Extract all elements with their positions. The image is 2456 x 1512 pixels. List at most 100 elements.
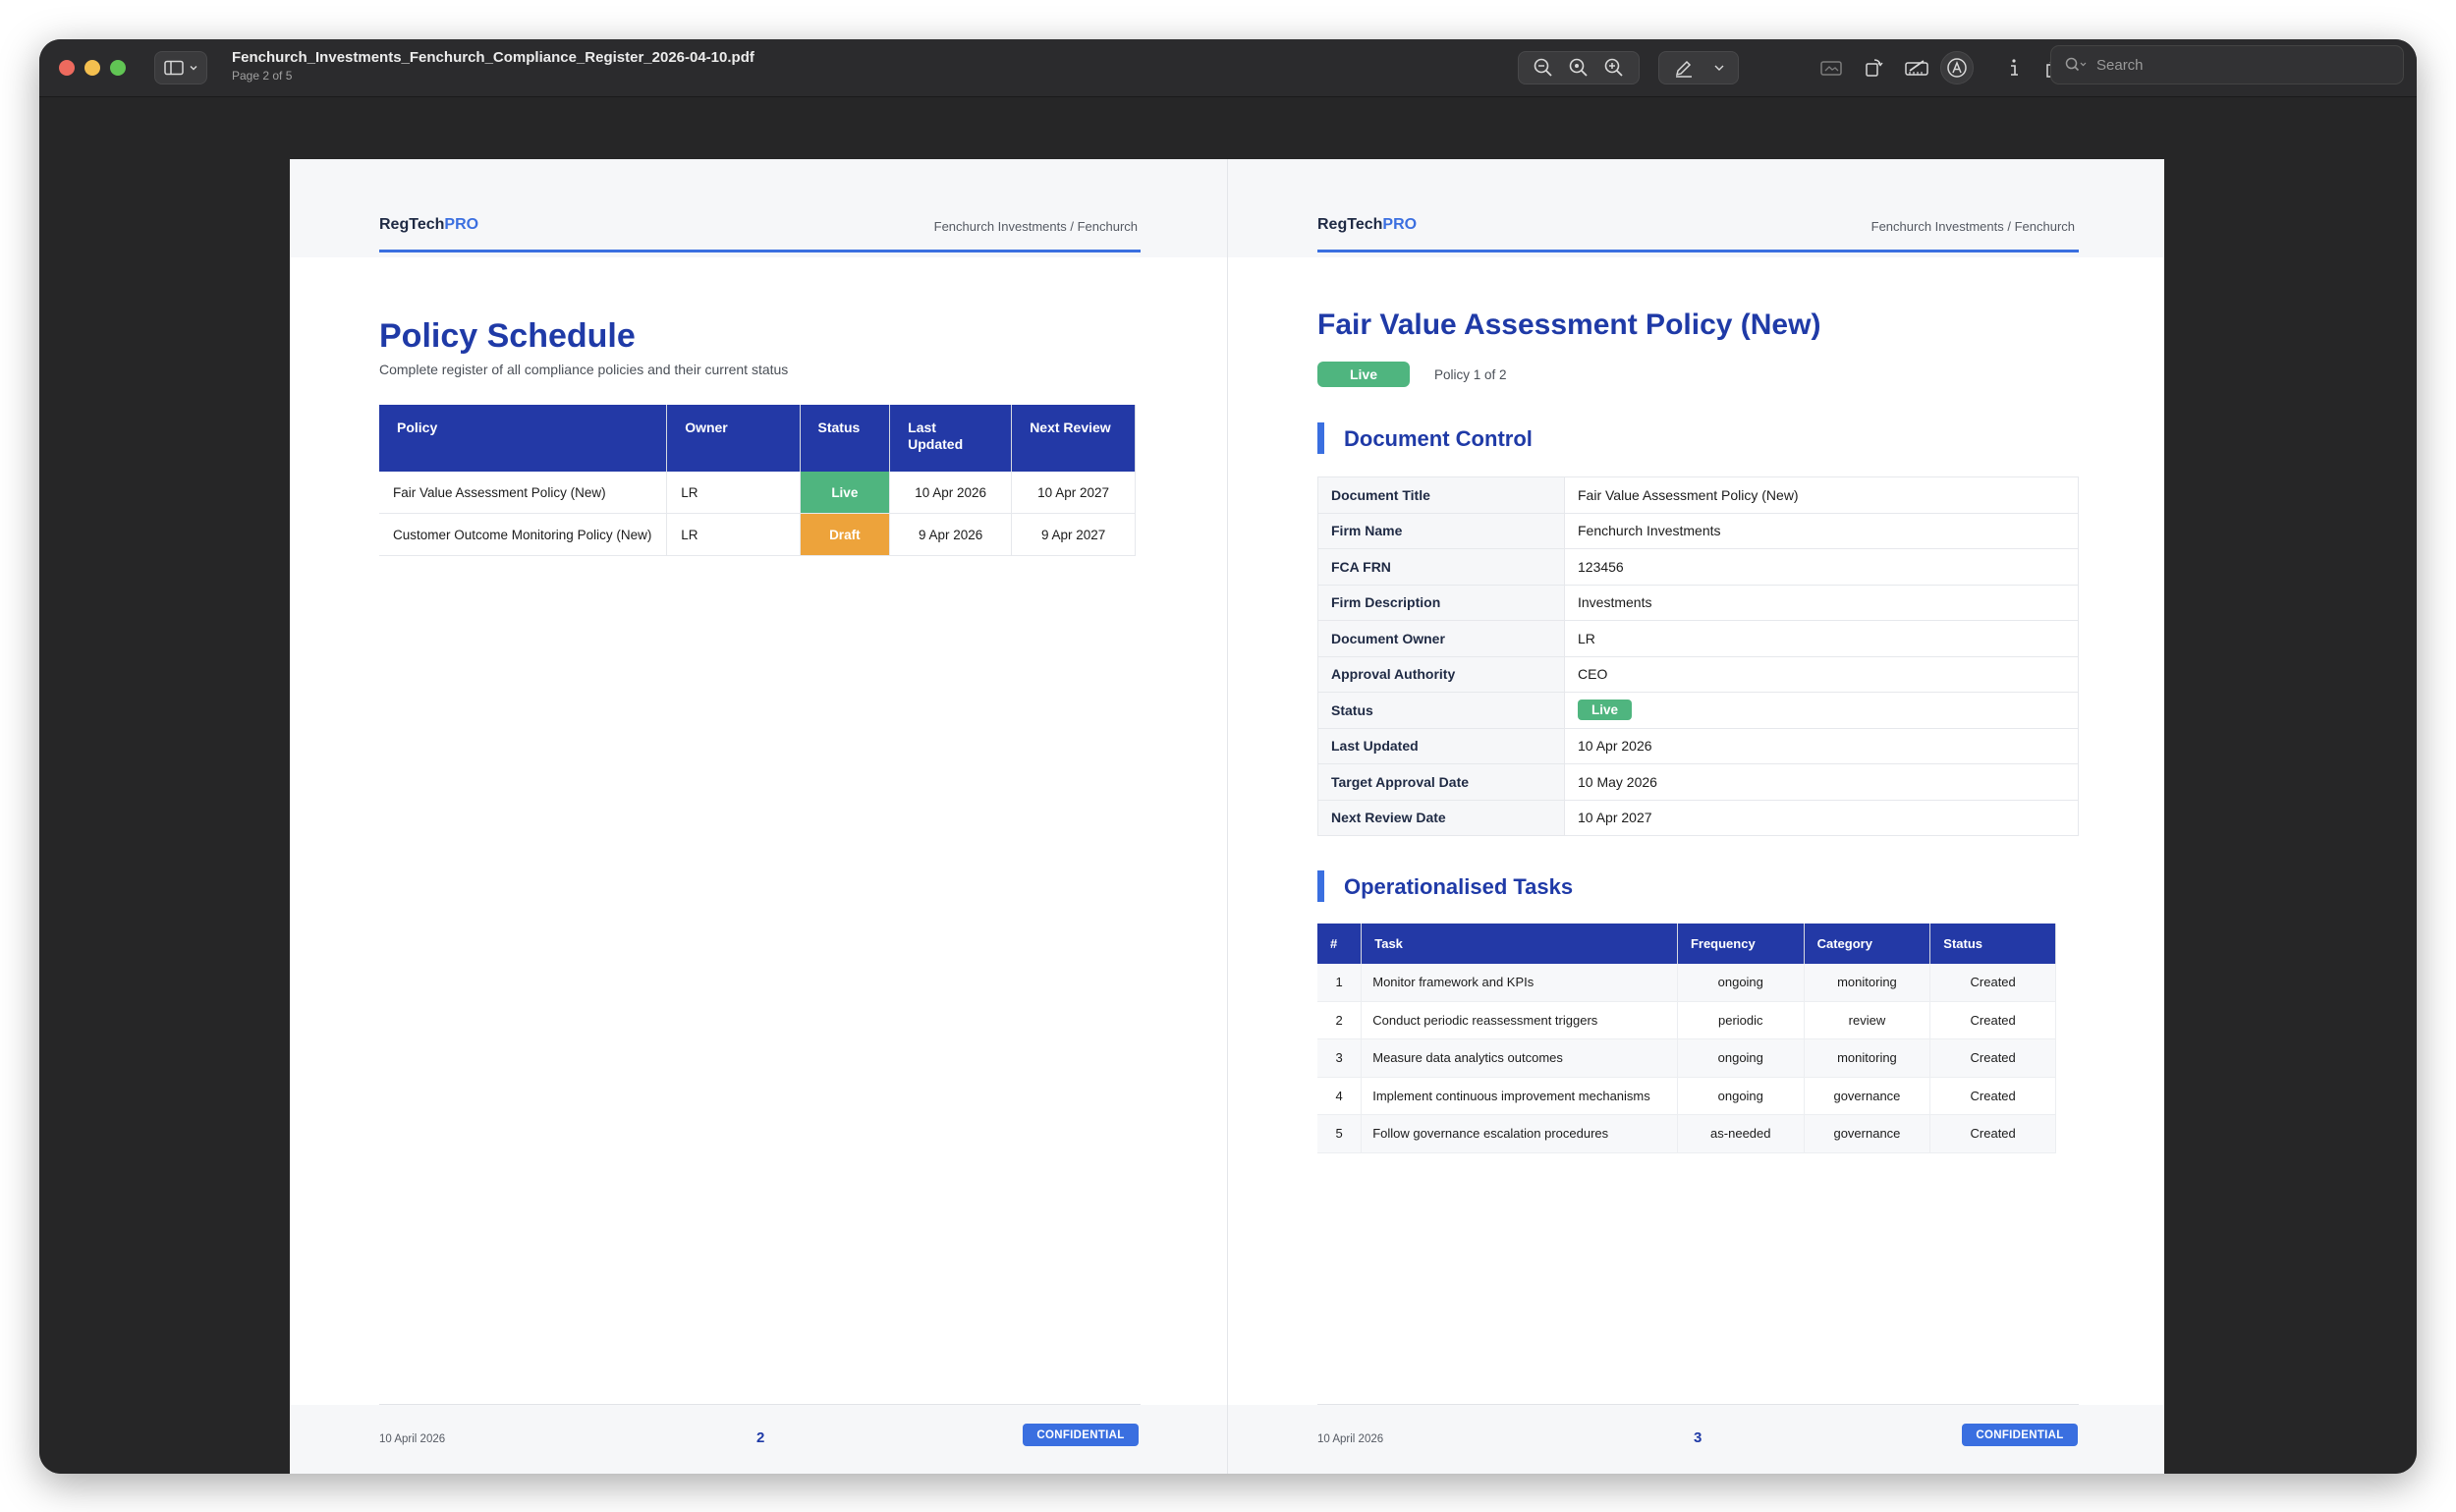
table-row[interactable]: 3 Measure data analytics outcomes ongoin… xyxy=(1317,1038,2056,1078)
column-header-next-review: Next Review xyxy=(1011,405,1136,472)
status-badge: Draft xyxy=(800,513,891,556)
search-field[interactable] xyxy=(2050,45,2404,84)
next-review-cell: 10 Apr 2027 xyxy=(1011,472,1136,514)
header-divider xyxy=(379,250,1141,252)
table-row[interactable]: 1 Monitor framework and KPIs ongoing mon… xyxy=(1317,964,2056,1002)
page-header xyxy=(290,159,1227,257)
crop-icon[interactable] xyxy=(1819,58,1843,78)
table-row[interactable]: Customer Outcome Monitoring Policy (New)… xyxy=(379,513,1136,556)
task-category: review xyxy=(1804,1001,1931,1039)
table-header-row: Policy Owner Status Last Updated Next Re… xyxy=(379,405,1136,472)
footer-date: 10 April 2026 xyxy=(1317,1433,1384,1445)
last-updated-cell: 9 Apr 2026 xyxy=(889,513,1013,556)
page-indicator: Page 2 of 5 xyxy=(232,69,293,83)
sidebar-toggle-button[interactable] xyxy=(154,51,207,84)
field-value: 123456 xyxy=(1564,548,2079,586)
task-name: Conduct periodic reassessment triggers xyxy=(1361,1001,1678,1039)
annotate-icon xyxy=(1947,58,1967,78)
policy-count: Policy 1 of 2 xyxy=(1434,367,1507,382)
zoom-window-button[interactable] xyxy=(110,60,126,76)
table-row[interactable]: 5 Follow governance escalation procedure… xyxy=(1317,1114,2056,1153)
brand-logo: RegTechPRO xyxy=(1317,216,1418,233)
table-row: Document Owner LR xyxy=(1317,620,2079,657)
zoom-out-icon[interactable] xyxy=(1533,57,1554,79)
confidential-badge: CONFIDENTIAL xyxy=(1962,1424,2078,1446)
pdf-page-2: RegTechPRO Fenchurch Investments / Fench… xyxy=(290,159,1227,1474)
confidential-badge: CONFIDENTIAL xyxy=(1023,1424,1139,1446)
task-category: governance xyxy=(1804,1114,1931,1153)
column-header-number: # xyxy=(1317,924,1363,964)
highlight-button[interactable] xyxy=(1658,51,1739,84)
table-row: Target Approval Date 10 May 2026 xyxy=(1317,763,2079,801)
page-subtitle: Complete register of all compliance poli… xyxy=(379,362,789,377)
task-number: 5 xyxy=(1317,1114,1363,1153)
chevron-down-icon xyxy=(190,66,197,71)
zoom-fit-icon[interactable] xyxy=(1568,57,1590,79)
search-input[interactable] xyxy=(2094,55,2393,75)
field-label: Document Title xyxy=(1317,476,1565,514)
status-badge: Live xyxy=(800,472,891,514)
column-header-task: Task xyxy=(1361,924,1678,964)
field-value: 10 May 2026 xyxy=(1564,763,2079,801)
field-value: Investments xyxy=(1564,585,2079,621)
highlight-pen-icon xyxy=(1675,60,1692,78)
field-label: Firm Description xyxy=(1317,585,1565,621)
info-icon xyxy=(2011,59,2018,76)
header-firm-path: Fenchurch Investments / Fenchurch xyxy=(933,219,1138,234)
table-header-row: # Task Frequency Category Status xyxy=(1317,924,2056,964)
field-value: 10 Apr 2026 xyxy=(1564,728,2079,764)
table-row[interactable]: 4 Implement continuous improvement mecha… xyxy=(1317,1077,2056,1115)
markup-toolbox-icon[interactable] xyxy=(1904,57,1931,79)
column-header-category: Category xyxy=(1804,924,1931,964)
table-row: Status Live xyxy=(1317,692,2079,729)
column-header-owner: Owner xyxy=(666,405,801,472)
zoom-in-icon[interactable] xyxy=(1603,57,1625,79)
task-category: monitoring xyxy=(1804,1038,1931,1078)
field-label: Status xyxy=(1317,692,1565,729)
task-status: Created xyxy=(1929,1038,2056,1078)
close-window-button[interactable] xyxy=(59,60,75,76)
field-value: CEO xyxy=(1564,656,2079,693)
field-label: Last Updated xyxy=(1317,728,1565,764)
header-divider xyxy=(1317,250,2079,252)
column-header-frequency: Frequency xyxy=(1677,924,1805,964)
table-row[interactable]: 2 Conduct periodic reassessment triggers… xyxy=(1317,1001,2056,1039)
table-row: Firm Name Fenchurch Investments xyxy=(1317,513,2079,549)
next-review-cell: 9 Apr 2027 xyxy=(1011,513,1136,556)
policy-schedule-table: Policy Owner Status Last Updated Next Re… xyxy=(379,405,1136,556)
minimize-window-button[interactable] xyxy=(84,60,100,76)
info-button[interactable] xyxy=(1999,51,2029,84)
section-heading: Document Control xyxy=(1344,426,1533,451)
task-status: Created xyxy=(1929,1114,2056,1153)
tasks-table: # Task Frequency Category Status 1 Monit… xyxy=(1317,924,2056,1153)
table-row: Approval Authority CEO xyxy=(1317,656,2079,693)
rotate-icon[interactable] xyxy=(1863,57,1884,79)
column-header-policy: Policy xyxy=(379,405,668,472)
footer-divider xyxy=(379,1404,1141,1405)
footer-page-number: 3 xyxy=(1694,1429,1702,1446)
title-bar: Fenchurch_Investments_Fenchurch_Complian… xyxy=(39,39,2417,97)
task-status: Created xyxy=(1929,964,2056,1002)
status-badge: Live xyxy=(1317,362,1410,387)
field-label: FCA FRN xyxy=(1317,548,1565,586)
task-name: Measure data analytics outcomes xyxy=(1361,1038,1678,1078)
document-title: Fenchurch_Investments_Fenchurch_Complian… xyxy=(232,49,754,66)
field-label: Firm Name xyxy=(1317,513,1565,549)
chevron-down-icon xyxy=(1714,65,1724,71)
footer-divider xyxy=(1317,1404,2079,1405)
table-row[interactable]: Fair Value Assessment Policy (New) LR Li… xyxy=(379,472,1136,514)
table-row: Last Updated 10 Apr 2026 xyxy=(1317,728,2079,764)
annotate-button[interactable] xyxy=(1940,51,1974,84)
document-viewer[interactable]: RegTechPRO Fenchurch Investments / Fench… xyxy=(39,97,2417,1474)
column-header-status: Status xyxy=(800,405,891,472)
task-frequency: as-needed xyxy=(1677,1114,1805,1153)
task-number: 4 xyxy=(1317,1077,1363,1115)
brand-logo: RegTechPRO xyxy=(379,216,479,233)
field-value: Live xyxy=(1564,692,2079,729)
preview-window: Fenchurch_Investments_Fenchurch_Complian… xyxy=(39,39,2417,1474)
task-category: monitoring xyxy=(1804,964,1931,1002)
task-frequency: ongoing xyxy=(1677,1077,1805,1115)
task-frequency: ongoing xyxy=(1677,1038,1805,1078)
policy-name-cell: Customer Outcome Monitoring Policy (New) xyxy=(379,513,668,556)
field-value: LR xyxy=(1564,620,2079,657)
